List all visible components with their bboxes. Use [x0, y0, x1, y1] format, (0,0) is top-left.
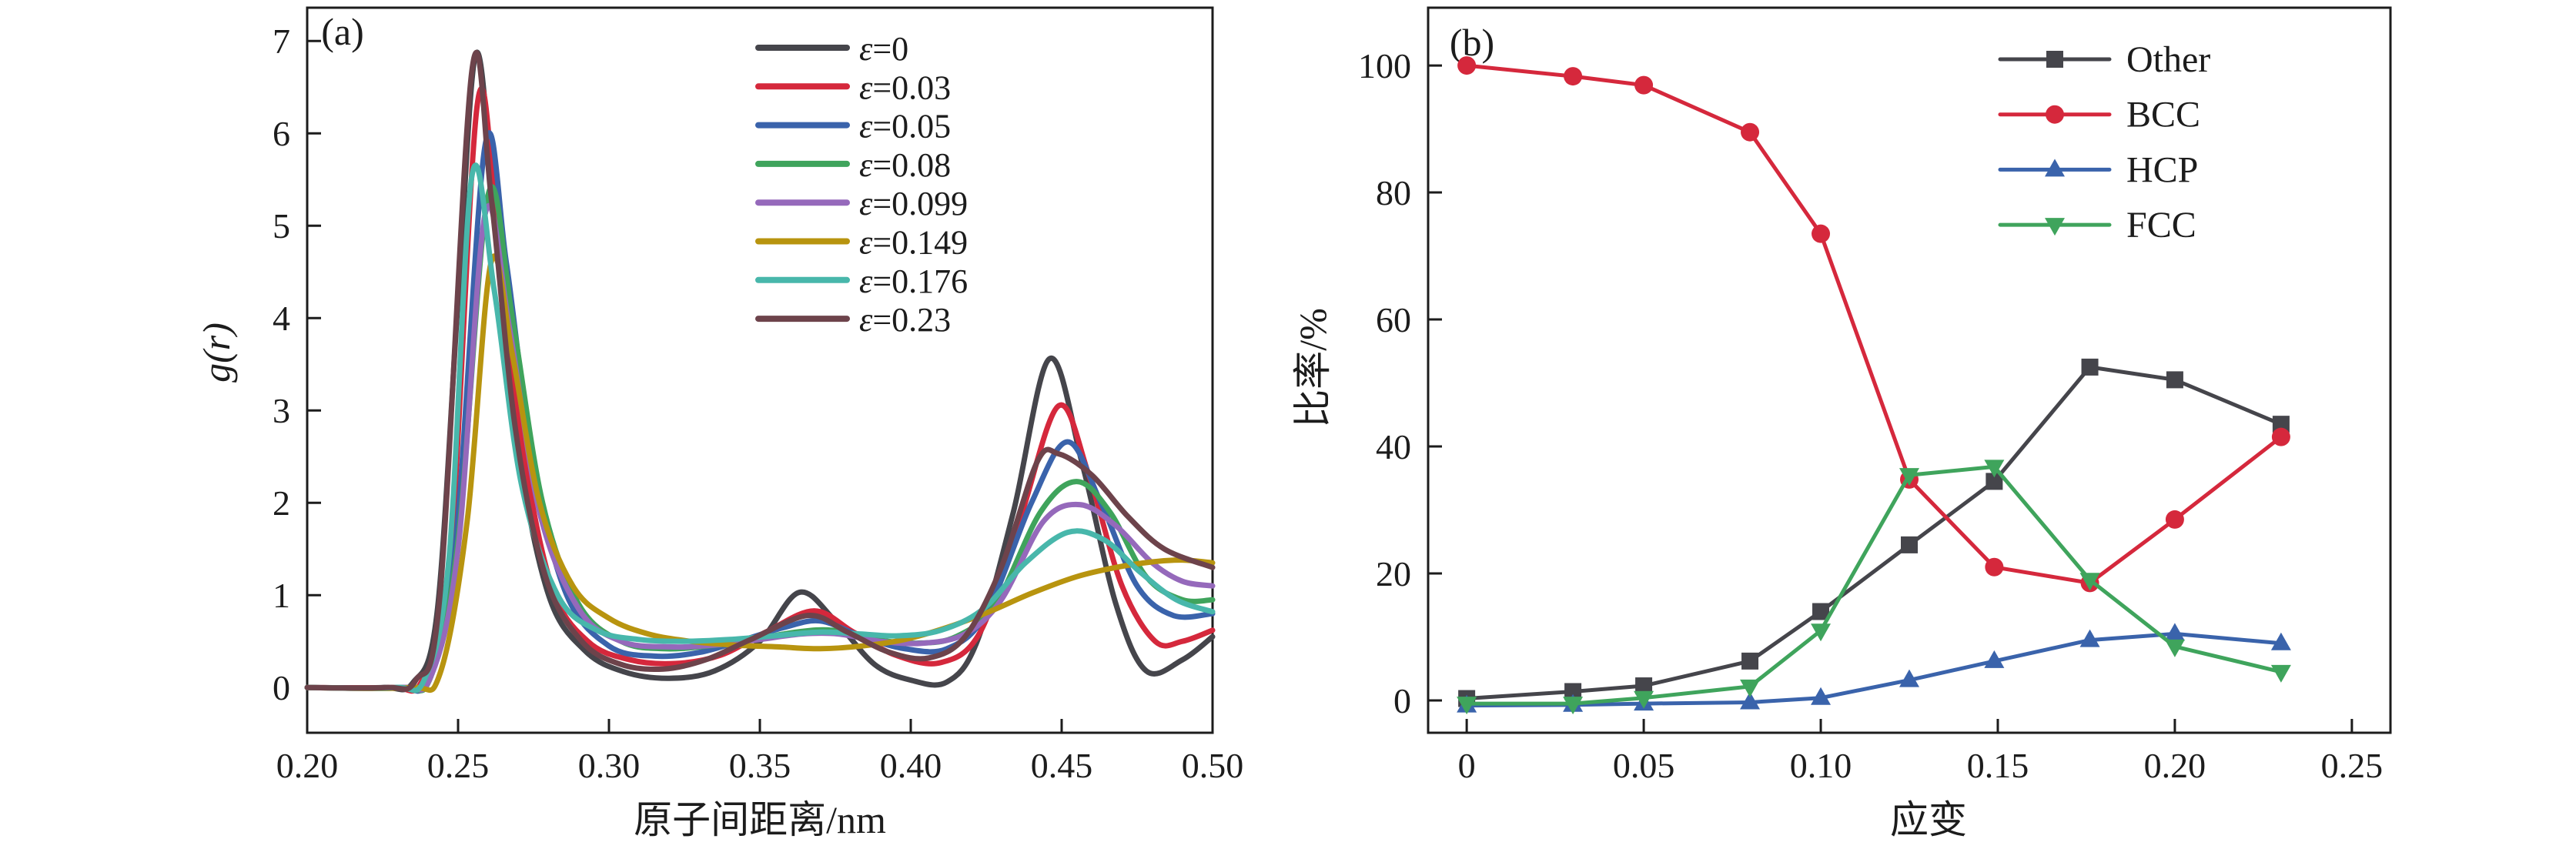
- y-axis-title: g(r): [195, 323, 238, 383]
- y-tick-label: 40: [1376, 427, 1411, 466]
- data-marker: [1457, 697, 1477, 715]
- series-line: [1467, 631, 2282, 708]
- y-tick-label: 1: [273, 576, 290, 615]
- data-marker: [1899, 669, 1919, 687]
- y-tick-label: 2: [273, 483, 290, 523]
- data-marker: [1634, 75, 1654, 95]
- series-line: [1467, 464, 2282, 706]
- y-tick-label: 4: [273, 299, 290, 338]
- panel-label: (a): [321, 10, 364, 53]
- data-marker: [1811, 687, 1832, 705]
- series-curve: [304, 130, 1216, 694]
- data-marker: [1984, 650, 2005, 668]
- data-marker: [2270, 632, 2291, 650]
- data-marker: [2165, 510, 2184, 529]
- x-axis-title: 应变: [1890, 798, 1967, 841]
- data-marker: [1811, 623, 1832, 642]
- x-tick-label: 0.10: [1790, 746, 1852, 785]
- legend-label: ε=0.08: [859, 146, 951, 184]
- legend-label: ε=0.149: [859, 224, 968, 262]
- data-marker: [2272, 416, 2290, 433]
- legend-label: BCC: [2126, 95, 2200, 135]
- data-marker: [2081, 358, 2099, 376]
- legend-label: ε=0.03: [859, 69, 951, 106]
- y-tick-label: 60: [1376, 300, 1411, 339]
- data-marker: [1741, 122, 1760, 142]
- x-tick-label: 0.20: [276, 746, 339, 785]
- legend-label: HCP: [2126, 149, 2198, 190]
- data-marker: [2270, 664, 2291, 683]
- data-marker: [1457, 56, 1477, 75]
- legend-label: ε=0.05: [859, 108, 951, 145]
- y-tick-label: 6: [273, 114, 290, 153]
- x-tick-label: 0.25: [2321, 746, 2384, 785]
- data-marker: [2045, 159, 2065, 177]
- y-tick-label: 0: [273, 668, 290, 707]
- legend-label: ε=0.176: [859, 262, 968, 300]
- series-curve: [304, 203, 1216, 693]
- data-marker: [2166, 371, 2183, 389]
- x-tick-label: 0.05: [1613, 746, 1675, 785]
- data-marker: [1986, 473, 2003, 490]
- x-tick-label: 0.25: [427, 746, 490, 785]
- data-marker: [1899, 468, 1919, 486]
- y-tick-label: 7: [273, 22, 290, 61]
- legend-label: FCC: [2126, 205, 2196, 246]
- panel-label: (b): [1450, 21, 1494, 64]
- x-tick-label: 0.35: [729, 746, 791, 785]
- y-tick-label: 3: [273, 391, 290, 430]
- data-marker: [1740, 679, 1761, 697]
- series-line: [1466, 63, 2283, 585]
- data-marker: [2164, 623, 2185, 641]
- y-tick-label: 80: [1376, 173, 1411, 212]
- data-marker: [2164, 639, 2185, 657]
- data-marker: [1901, 536, 1918, 553]
- y-tick-label: 0: [1393, 681, 1411, 720]
- legend-label: Other: [2126, 39, 2210, 80]
- x-tick-label: 0.30: [578, 746, 641, 785]
- legend-label: ε=0: [859, 30, 908, 68]
- legend-label: ε=0.099: [859, 185, 968, 222]
- data-marker: [2079, 629, 2100, 647]
- data-marker: [1984, 460, 2005, 478]
- data-marker: [2045, 218, 2065, 236]
- series-curve: [304, 162, 1216, 694]
- data-marker: [2046, 51, 2063, 68]
- data-marker: [1812, 603, 1830, 620]
- x-axis-title: 原子间距离/nm: [634, 798, 886, 841]
- data-marker: [1564, 683, 1582, 700]
- series-curve: [304, 253, 1216, 694]
- y-tick-label: 20: [1376, 554, 1411, 593]
- data-marker: [1563, 697, 1584, 715]
- y-axis-title: 比率/%: [1291, 308, 1334, 428]
- data-marker: [1635, 677, 1653, 695]
- x-tick-label: 0.20: [2144, 746, 2206, 785]
- x-tick-label: 0.50: [1182, 746, 1244, 785]
- data-marker: [1741, 652, 1759, 670]
- x-tick-label: 0.45: [1031, 746, 1093, 785]
- data-marker: [2046, 105, 2064, 124]
- plot-frame: [1427, 6, 2392, 734]
- data-marker: [2271, 427, 2290, 446]
- x-tick-label: 0: [1458, 746, 1476, 785]
- data-marker: [1812, 224, 1831, 243]
- data-marker: [1985, 557, 2004, 577]
- data-marker: [1634, 690, 1654, 709]
- y-tick-label: 5: [273, 206, 290, 246]
- data-marker: [1740, 691, 1761, 710]
- data-marker: [1564, 67, 1583, 86]
- series-line: [1466, 365, 2282, 700]
- data-marker: [2079, 573, 2100, 591]
- y-tick-label: 100: [1358, 46, 1411, 85]
- x-tick-label: 0.15: [1967, 746, 2029, 785]
- legend-label: ε=0.23: [859, 301, 951, 339]
- x-tick-label: 0.40: [880, 746, 942, 785]
- series-curve: [304, 50, 1216, 692]
